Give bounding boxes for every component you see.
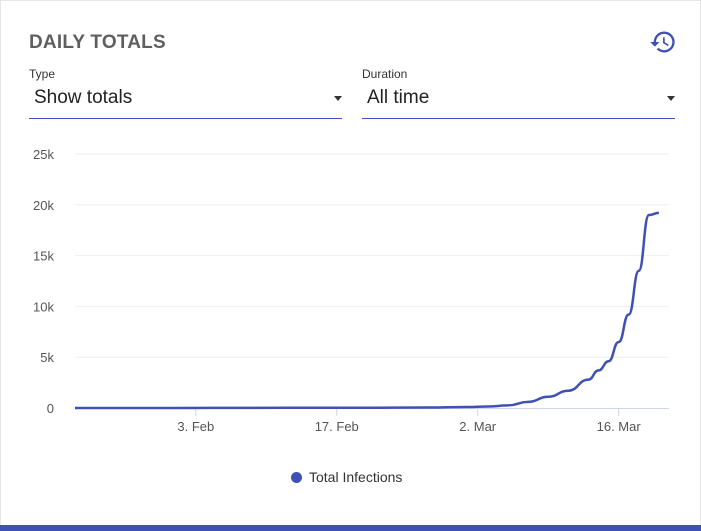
duration-dropdown[interactable]: All time (362, 85, 675, 119)
y-tick-label: 15k (33, 249, 54, 264)
y-tick-label: 20k (33, 198, 54, 213)
x-tick-label: 16. Mar (597, 419, 642, 434)
x-tick-label: 3. Feb (177, 419, 214, 434)
series-layer (74, 211, 659, 410)
y-axis: 0 5k 10k 15k 20k 25k (33, 147, 54, 416)
chart-grid (75, 153, 669, 358)
duration-select: Duration All time (362, 67, 675, 121)
daily-totals-chart: 0 5k 10k 15k 20k 25k 3. Feb 17. Feb 2. Mar 16. M… (33, 147, 669, 434)
x-tick-label: 2. Mar (459, 419, 497, 434)
legend-marker (291, 471, 302, 483)
duration-label: Duration (362, 67, 408, 81)
legend-item-total-infections[interactable]: Total Infections (291, 467, 402, 487)
y-tick-label: 5k (40, 350, 54, 365)
series-line-total-infections (74, 211, 659, 410)
type-dropdown[interactable]: Show totals (29, 85, 342, 119)
y-tick-label: 25k (33, 147, 54, 162)
x-tick-label: 17. Feb (315, 419, 359, 434)
caret-down-icon (667, 96, 675, 101)
type-value: Show totals (34, 87, 133, 108)
y-tick-label: 0 (47, 401, 54, 416)
type-select: Type Show totals (29, 67, 342, 121)
duration-value: All time (367, 87, 430, 108)
card-title: DAILY TOTALS (29, 32, 166, 53)
y-tick-label: 10k (33, 299, 54, 314)
x-axis: 3. Feb 17. Feb 2. Mar 16. Mar (75, 408, 669, 434)
legend-label: Total Infections (309, 469, 403, 485)
caret-down-icon (334, 96, 342, 101)
history-icon[interactable] (649, 28, 677, 56)
type-label: Type (29, 67, 56, 81)
bottom-accent-bar (0, 525, 701, 531)
